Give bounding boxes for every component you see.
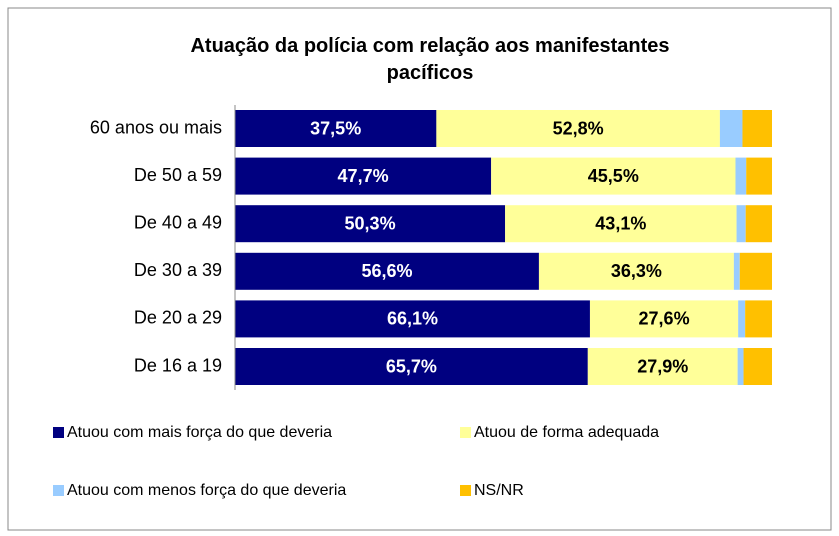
bar-segment (235, 348, 588, 385)
legend-label: Atuou com mais força do que deveria (67, 424, 332, 441)
category-label: De 50 a 59 (134, 165, 222, 185)
bar-segment (719, 110, 743, 147)
bar-segment (235, 157, 492, 195)
data-label: 45,5% (588, 166, 639, 186)
legend-label: Atuou de forma adequada (474, 424, 659, 441)
category-label: De 16 a 19 (134, 355, 222, 375)
bar-segment (505, 205, 737, 243)
legend-label: NS/NR (474, 482, 524, 499)
data-label: 66,1% (387, 309, 438, 329)
legend-swatch (53, 427, 64, 438)
bar-segment (538, 252, 734, 290)
bar-segment (742, 110, 772, 147)
legend-swatch (460, 485, 471, 496)
title-line: pacíficos (387, 62, 474, 84)
bar-segment (743, 348, 772, 385)
data-label: 43,1% (595, 213, 646, 233)
bar-segment (491, 157, 736, 195)
data-label: 36,3% (611, 261, 662, 281)
bar-segment (746, 157, 772, 195)
data-label: 65,7% (386, 356, 437, 376)
chart-title: Atuação da polícia com relação aos manif… (190, 35, 669, 84)
category-label: De 40 a 49 (134, 212, 222, 232)
bar-segment (436, 110, 720, 147)
data-label: 27,9% (637, 356, 688, 376)
legend-label: Atuou com menos força do que deveria (67, 482, 346, 499)
category-label: De 20 a 29 (134, 308, 222, 328)
bar-segment (745, 300, 772, 338)
data-label: 37,5% (310, 118, 361, 138)
bar-segment (235, 300, 590, 338)
bar-segment (235, 110, 437, 147)
data-label: 47,7% (338, 166, 389, 186)
bar-segment (739, 252, 772, 290)
bar-segment (733, 252, 740, 290)
bar-segment (735, 157, 747, 195)
bar-segment (737, 348, 744, 385)
category-label: 60 anos ou mais (90, 117, 222, 137)
bar-segment (235, 252, 539, 290)
bar-segment (736, 205, 746, 243)
legend-swatch (460, 427, 471, 438)
data-label: 56,6% (361, 261, 412, 281)
bar-segment (587, 348, 738, 385)
bar-segment (738, 300, 746, 338)
bar-segment (235, 205, 506, 243)
legend-swatch (53, 485, 64, 496)
data-label: 52,8% (553, 118, 604, 138)
data-label: 50,3% (345, 213, 396, 233)
data-label: 27,6% (639, 309, 690, 329)
bar-segment (589, 300, 739, 338)
category-label: De 30 a 39 (134, 260, 222, 280)
bar-segment (745, 205, 772, 243)
title-line: Atuação da polícia com relação aos manif… (190, 35, 669, 57)
